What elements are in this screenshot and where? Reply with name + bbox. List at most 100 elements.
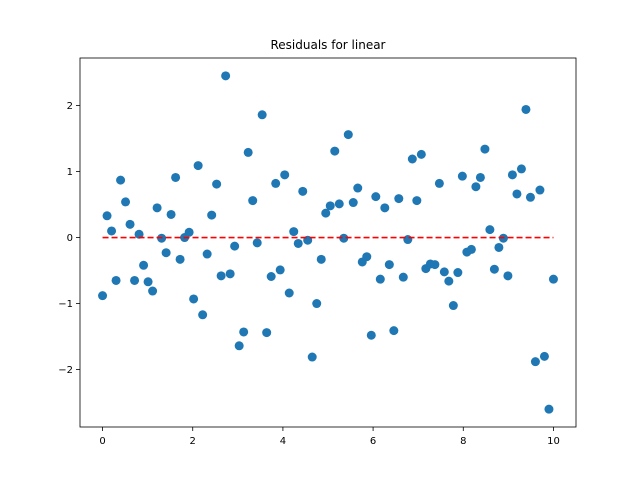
data-point	[384, 260, 394, 270]
data-point	[216, 271, 226, 281]
y-tick-label: 2	[67, 101, 73, 112]
data-point	[212, 179, 222, 189]
y-tick-label: 0	[67, 233, 73, 244]
data-point	[161, 248, 171, 258]
data-point	[171, 172, 181, 182]
data-point	[239, 327, 249, 337]
data-point	[202, 249, 212, 259]
data-point	[471, 182, 481, 192]
data-point	[375, 274, 385, 284]
data-point	[98, 291, 108, 301]
data-point	[453, 268, 463, 278]
data-point	[434, 178, 444, 188]
data-point	[334, 199, 344, 209]
data-point	[330, 146, 340, 156]
data-point	[152, 203, 162, 213]
y-tick-label: 1	[67, 167, 73, 178]
data-point	[111, 275, 121, 285]
data-point	[525, 192, 535, 202]
data-point	[143, 277, 153, 287]
data-point	[394, 194, 404, 204]
data-point	[293, 238, 303, 248]
data-point	[298, 186, 308, 196]
data-point	[448, 301, 458, 311]
data-point	[371, 192, 381, 202]
data-point	[366, 330, 376, 340]
data-point	[198, 310, 208, 320]
data-point	[348, 198, 358, 208]
data-point	[275, 265, 285, 275]
data-point	[466, 244, 476, 254]
data-point	[271, 178, 281, 188]
data-point	[489, 264, 499, 274]
data-point	[116, 175, 126, 185]
data-point	[125, 219, 135, 229]
data-point	[439, 267, 449, 277]
data-point	[248, 196, 258, 206]
data-point	[343, 130, 353, 140]
data-point	[243, 147, 253, 157]
data-point	[184, 227, 194, 237]
y-tick-label: −2	[58, 365, 73, 376]
data-point	[353, 183, 363, 193]
data-point	[266, 272, 276, 281]
data-point	[316, 254, 326, 264]
data-point	[507, 170, 517, 180]
data-point	[475, 172, 485, 182]
data-point	[503, 271, 513, 281]
data-point	[102, 211, 112, 221]
plot-area	[98, 71, 558, 414]
chart-title: Residuals for linear	[270, 38, 385, 52]
data-point	[544, 404, 554, 414]
data-point	[280, 170, 290, 180]
data-point	[207, 210, 217, 220]
data-point	[234, 341, 244, 351]
data-point	[444, 276, 454, 286]
data-point	[312, 299, 322, 309]
data-point	[494, 242, 504, 252]
data-point	[321, 208, 331, 218]
data-point	[339, 233, 349, 243]
axes: 0 2 4 6 8 10 −2 −1 0 1 2	[58, 101, 560, 447]
data-point	[457, 171, 467, 181]
data-point	[175, 254, 185, 264]
data-point	[430, 260, 440, 270]
data-point	[230, 241, 240, 251]
data-point	[284, 288, 294, 298]
data-point	[193, 161, 203, 171]
data-point	[139, 260, 149, 270]
data-point	[530, 357, 540, 367]
data-point	[148, 286, 158, 296]
data-point	[307, 352, 317, 362]
data-point	[225, 269, 235, 279]
data-point	[548, 274, 558, 284]
data-point	[252, 238, 262, 248]
data-point	[389, 326, 399, 336]
y-tick-label: −1	[58, 299, 73, 310]
x-tick-label: 2	[190, 436, 196, 447]
data-point	[262, 328, 272, 338]
data-point	[412, 196, 422, 206]
x-tick-label: 0	[99, 436, 105, 447]
x-tick-label: 4	[280, 436, 286, 447]
plot-frame	[79, 57, 577, 428]
data-point	[535, 185, 545, 195]
data-point	[107, 226, 117, 236]
data-point	[362, 252, 372, 262]
data-point	[403, 235, 413, 245]
data-point	[416, 149, 426, 159]
data-point	[539, 351, 549, 361]
data-point	[166, 209, 176, 219]
data-point	[134, 229, 144, 239]
x-tick-label: 8	[460, 436, 466, 447]
data-point	[485, 225, 495, 235]
data-point	[221, 71, 231, 81]
data-point	[121, 197, 131, 207]
data-point	[257, 110, 267, 120]
data-point	[325, 201, 335, 211]
data-point	[407, 154, 417, 164]
data-point	[130, 275, 140, 285]
data-point	[398, 272, 408, 282]
data-point	[516, 164, 526, 174]
x-tick-label: 6	[370, 436, 376, 447]
